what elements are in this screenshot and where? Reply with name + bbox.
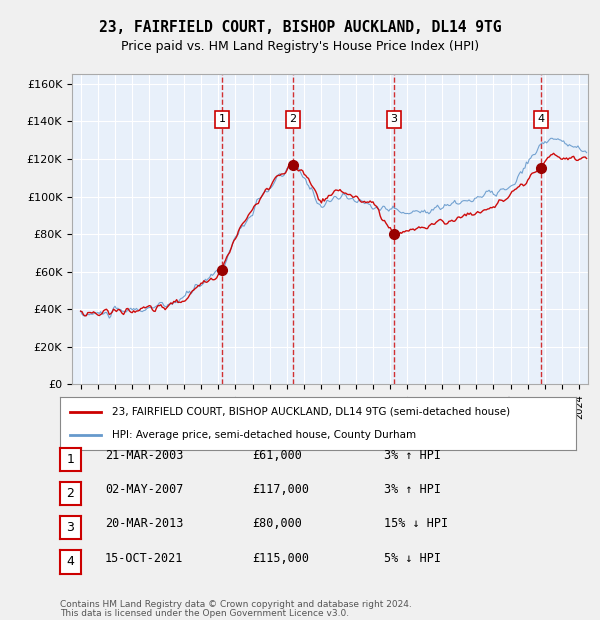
Text: 02-MAY-2007: 02-MAY-2007: [105, 484, 184, 496]
Text: 2: 2: [289, 114, 296, 125]
Text: 4: 4: [538, 114, 545, 125]
Text: 3: 3: [67, 521, 74, 534]
Text: 23, FAIRFIELD COURT, BISHOP AUCKLAND, DL14 9TG (semi-detached house): 23, FAIRFIELD COURT, BISHOP AUCKLAND, DL…: [112, 407, 510, 417]
Text: HPI: Average price, semi-detached house, County Durham: HPI: Average price, semi-detached house,…: [112, 430, 416, 440]
Text: 3: 3: [391, 114, 397, 125]
Text: 1: 1: [218, 114, 226, 125]
Text: £115,000: £115,000: [252, 552, 309, 564]
Text: 5% ↓ HPI: 5% ↓ HPI: [384, 552, 441, 564]
Text: 4: 4: [67, 556, 74, 568]
Text: Price paid vs. HM Land Registry's House Price Index (HPI): Price paid vs. HM Land Registry's House …: [121, 40, 479, 53]
Text: 3% ↑ HPI: 3% ↑ HPI: [384, 450, 441, 462]
Text: Contains HM Land Registry data © Crown copyright and database right 2024.: Contains HM Land Registry data © Crown c…: [60, 600, 412, 609]
Text: 20-MAR-2013: 20-MAR-2013: [105, 518, 184, 530]
Text: 23, FAIRFIELD COURT, BISHOP AUCKLAND, DL14 9TG: 23, FAIRFIELD COURT, BISHOP AUCKLAND, DL…: [99, 20, 501, 35]
Text: This data is licensed under the Open Government Licence v3.0.: This data is licensed under the Open Gov…: [60, 609, 349, 618]
Text: £80,000: £80,000: [252, 518, 302, 530]
Text: £117,000: £117,000: [252, 484, 309, 496]
Text: 15-OCT-2021: 15-OCT-2021: [105, 552, 184, 564]
Text: 15% ↓ HPI: 15% ↓ HPI: [384, 518, 448, 530]
Text: 2: 2: [67, 487, 74, 500]
Text: 3% ↑ HPI: 3% ↑ HPI: [384, 484, 441, 496]
Text: £61,000: £61,000: [252, 450, 302, 462]
Text: 1: 1: [67, 453, 74, 466]
Text: 21-MAR-2003: 21-MAR-2003: [105, 450, 184, 462]
